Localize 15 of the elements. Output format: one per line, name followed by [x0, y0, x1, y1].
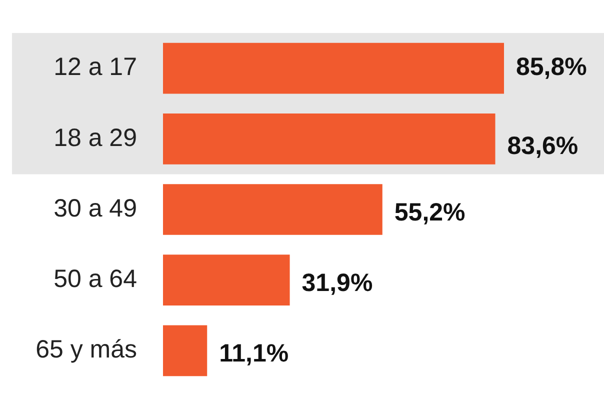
bar: [163, 325, 208, 376]
y-tick-label: 65 y más: [36, 336, 137, 364]
y-tick-label: 50 a 64: [54, 264, 138, 293]
data-label: 83,6%: [507, 132, 578, 160]
data-label: 31,9%: [302, 268, 373, 297]
y-tick-label: 12 a 17: [54, 53, 137, 82]
data-label: 85,8%: [516, 53, 587, 82]
y-tick-label: 30 a 49: [54, 194, 137, 222]
data-label: 55,2%: [394, 198, 466, 226]
bar: [163, 113, 496, 164]
data-label: 11,1%: [219, 340, 289, 368]
y-tick-label: 18 a 29: [54, 124, 137, 152]
bar: [163, 184, 382, 235]
bar: [163, 42, 504, 94]
bar: [163, 254, 290, 306]
